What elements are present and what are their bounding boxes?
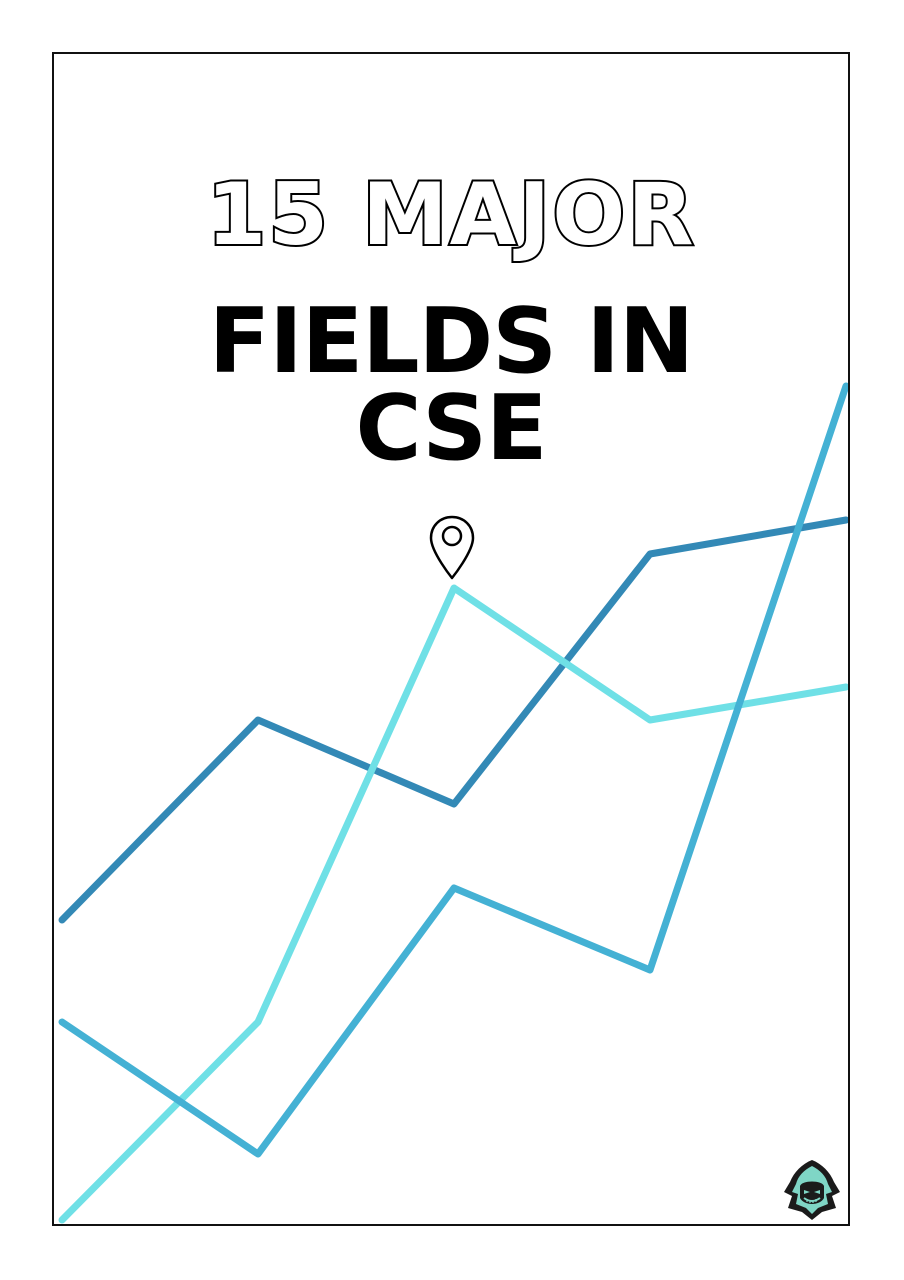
line-mid-blue [58,382,848,1158]
decorative-line-graph [58,382,848,1224]
title-line-3: CSE [355,376,547,481]
map-pin-icon [429,515,475,580]
line-light-cyan [58,584,848,1224]
line-dark-blue [58,516,848,924]
hooded-figure-logo-icon [784,1160,840,1220]
page-frame: 15 MAJOR FIELDS IN CSE [52,52,850,1226]
title-line-2: FIELDS IN [208,289,694,394]
title-line-1: 15 MAJOR [204,165,696,265]
